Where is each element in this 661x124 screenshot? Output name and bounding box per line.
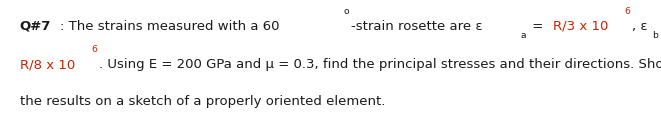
Text: = -: = - <box>660 20 661 33</box>
Text: R/3 x 10: R/3 x 10 <box>553 20 608 33</box>
Text: R/8 x 10: R/8 x 10 <box>20 58 75 71</box>
Text: =: = <box>528 20 547 33</box>
Text: the results on a sketch of a properly oriented element.: the results on a sketch of a properly or… <box>20 95 385 108</box>
Text: : The strains measured with a 60: : The strains measured with a 60 <box>60 20 280 33</box>
Text: 6: 6 <box>91 45 97 54</box>
Text: . Using E = 200 GPa and μ = 0.3, find the principal stresses and their direction: . Using E = 200 GPa and μ = 0.3, find th… <box>98 58 661 71</box>
Text: , ε: , ε <box>632 20 648 33</box>
Text: -strain rosette are ε: -strain rosette are ε <box>351 20 483 33</box>
Text: a: a <box>521 31 526 40</box>
Text: 6: 6 <box>625 7 631 16</box>
Text: b: b <box>652 31 658 40</box>
Text: Q#7: Q#7 <box>20 20 51 33</box>
Text: o: o <box>344 7 349 16</box>
